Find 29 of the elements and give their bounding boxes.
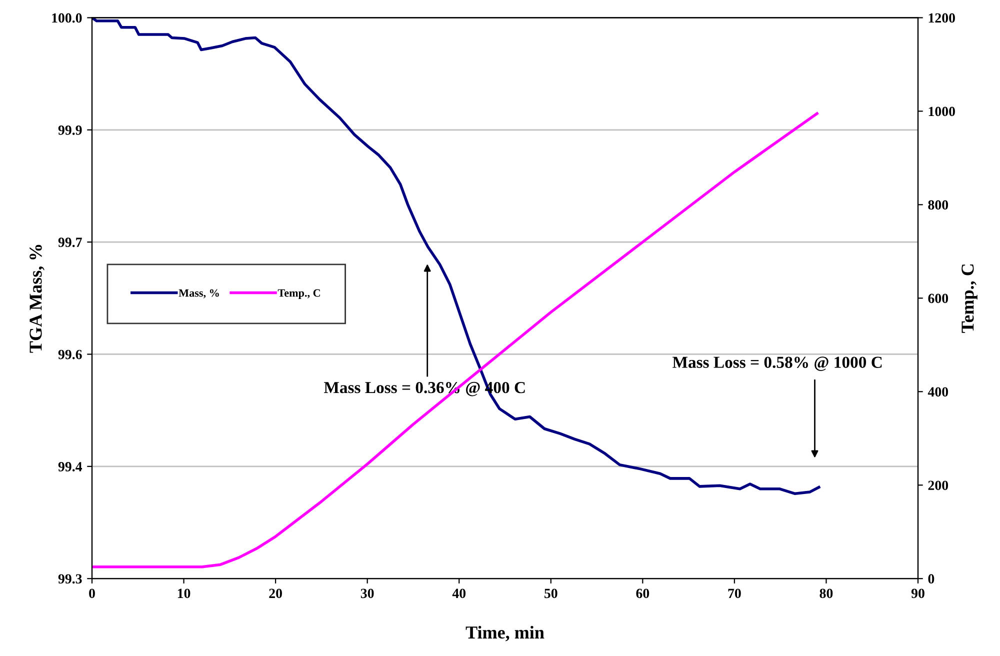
x-tick-label: 10 bbox=[178, 588, 190, 598]
y2-tick-label: 1000 bbox=[928, 106, 955, 116]
y2-axis-title: Temp., C bbox=[962, 264, 978, 333]
y-axis-title: TGA Mass, % bbox=[30, 244, 44, 353]
y-tick-label: 99.9 bbox=[58, 126, 82, 135]
legend-label: Mass, % bbox=[178, 289, 219, 298]
y2-tick-label: 1200 bbox=[928, 13, 955, 23]
y2-tick-label: 400 bbox=[928, 387, 948, 397]
legend-label: Temp., C bbox=[278, 289, 320, 299]
y2-tick-label: 600 bbox=[928, 294, 948, 304]
x-tick-label: 40 bbox=[452, 588, 466, 598]
x-tick-label: 50 bbox=[544, 588, 558, 598]
y-tick-label: 99.6 bbox=[58, 350, 82, 360]
x-tick-label: 60 bbox=[636, 588, 650, 598]
y-tick-label: 99.3 bbox=[58, 574, 82, 584]
y-tick-label: 100.0 bbox=[52, 13, 82, 23]
y-tick-label: 99.4 bbox=[58, 462, 82, 472]
x-tick-label: 80 bbox=[820, 588, 833, 598]
x-axis-title: Time, min bbox=[466, 626, 544, 642]
y-tick-label: 99.7 bbox=[58, 238, 82, 248]
x-tick-label: 20 bbox=[269, 588, 282, 598]
x-tick-label: 90 bbox=[911, 588, 924, 598]
x-tick-label: 0 bbox=[89, 588, 95, 598]
y2-tick-label: 200 bbox=[928, 480, 948, 490]
annotation: Mass Loss = 0.58% @ 1000 C bbox=[672, 356, 882, 371]
x-tick-label: 30 bbox=[360, 588, 374, 598]
y2-tick-label: 800 bbox=[928, 200, 948, 210]
x-tick-label: 70 bbox=[728, 588, 741, 598]
y2-tick-label: 0 bbox=[928, 574, 934, 584]
